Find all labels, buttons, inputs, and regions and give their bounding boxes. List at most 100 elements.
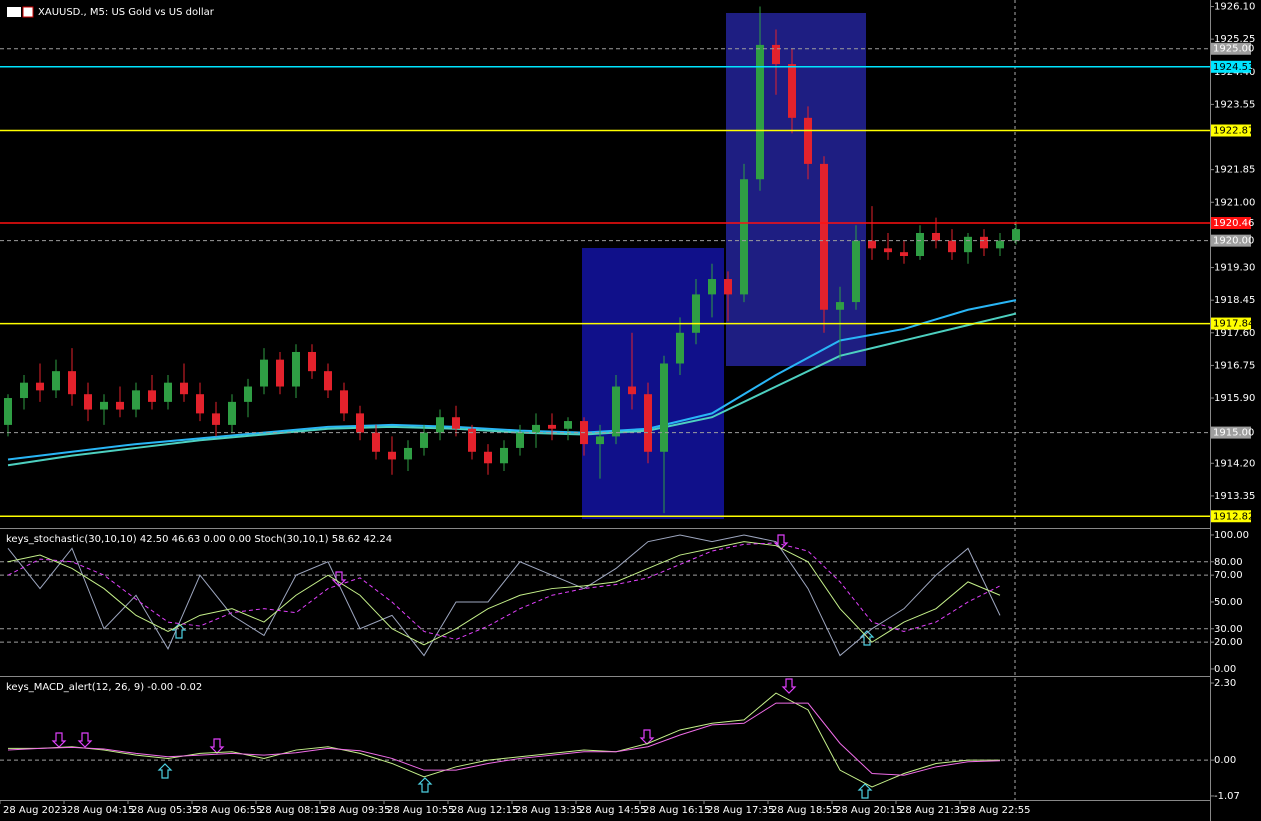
- y-tick-label: 0.00: [1214, 755, 1236, 766]
- y-tick-label: -1.07: [1214, 791, 1240, 802]
- candle-body: [484, 451, 492, 464]
- y-tick-label: 1921.00: [1214, 197, 1255, 208]
- candle-body: [692, 294, 700, 333]
- candle-body: [356, 413, 364, 433]
- candle-body: [100, 401, 108, 410]
- candle-body: [612, 386, 620, 437]
- candle-body: [516, 432, 524, 448]
- candle-body: [420, 432, 428, 448]
- buy-arrow: [157, 763, 173, 779]
- x-tick-label: 28 Aug 2023: [3, 805, 67, 816]
- candle-body: [788, 64, 796, 118]
- buy-arrow: [859, 630, 875, 646]
- candle-body: [452, 417, 460, 429]
- candle-body: [932, 232, 940, 241]
- price-level-box: [1211, 510, 1251, 523]
- candle-body: [596, 436, 604, 445]
- candle-body: [740, 179, 748, 295]
- y-tick-label: 1923.55: [1214, 99, 1255, 110]
- candle-body: [404, 447, 412, 460]
- price-level-label: 1912.82: [1213, 511, 1254, 522]
- x-tick-label: 28 Aug 05:35: [131, 805, 198, 816]
- y-tick-label: 1916.75: [1214, 360, 1255, 371]
- y-tick-label: 1913.35: [1214, 491, 1255, 502]
- price-level-box: [1211, 42, 1251, 55]
- x-tick-label: 28 Aug 17:35: [707, 805, 774, 816]
- y-tick-label: 1925.25: [1214, 34, 1255, 45]
- candle-body: [628, 386, 636, 395]
- y-tick-label: 80.00: [1214, 557, 1243, 568]
- candle-body: [468, 428, 476, 452]
- price-level-tag: 1920.46: [1211, 217, 1254, 230]
- x-tick-label: 28 Aug 21:35: [899, 805, 966, 816]
- candle-body: [308, 351, 316, 372]
- candle-body: [500, 447, 508, 464]
- price-level-label: 1917.84: [1213, 319, 1254, 330]
- y-tick-label: 100.00: [1214, 530, 1249, 541]
- candle-body: [996, 240, 1004, 249]
- price-level-label: 1920.00: [1213, 236, 1254, 247]
- candle-body: [1012, 229, 1020, 241]
- x-tick-label: 28 Aug 04:15: [67, 805, 134, 816]
- candle-body: [964, 236, 972, 253]
- candle-body: [900, 252, 908, 257]
- candle-body: [68, 371, 76, 395]
- candle-body: [660, 363, 668, 452]
- candle-body: [948, 240, 956, 253]
- sell-arrow: [209, 738, 225, 754]
- candle-body: [324, 371, 332, 391]
- candle-body: [724, 279, 732, 295]
- candle-body: [868, 240, 876, 249]
- candle-body: [196, 394, 204, 414]
- price-level-label: 1925.00: [1213, 44, 1254, 55]
- candle-body: [708, 279, 716, 295]
- y-tick-label: 70.00: [1214, 570, 1243, 581]
- indicator-line: [7, 534, 1001, 657]
- price-level-box: [1211, 217, 1251, 230]
- sell-arrow: [51, 732, 67, 748]
- candle-body: [212, 413, 220, 425]
- y-tick-label: 20.00: [1214, 637, 1243, 648]
- candle-body: [116, 401, 124, 410]
- x-tick-label: 28 Aug 22:55: [963, 805, 1030, 816]
- candle-body: [836, 302, 844, 310]
- indicator-line: [8, 692, 1000, 788]
- candle-body: [436, 417, 444, 433]
- price-level-tag: 1912.82: [1211, 510, 1254, 522]
- y-tick-label: 1917.60: [1214, 328, 1255, 339]
- sell-arrow: [639, 729, 655, 745]
- price-level-label: 1915.00: [1213, 428, 1254, 439]
- candle-body: [52, 371, 60, 391]
- candle-body: [20, 382, 28, 399]
- candle-body: [852, 240, 860, 303]
- candle-body: [180, 382, 188, 395]
- chart-title: XAUUSD., M5: US Gold vs US dollar: [38, 7, 215, 18]
- range-box: [582, 248, 724, 519]
- chart-icon: [7, 7, 21, 17]
- indicator-title: keys_stochastic(30,10,10) 42.50 46.63 0.…: [6, 534, 392, 545]
- price-level-box: [1211, 234, 1251, 247]
- price-level-box: [1211, 426, 1251, 439]
- y-tick-label: 50.00: [1214, 597, 1243, 608]
- candle-body: [132, 390, 140, 410]
- price-level-box: [1211, 124, 1251, 137]
- price-level-tag: 1924.53: [1211, 60, 1254, 73]
- buy-arrow: [857, 783, 873, 799]
- sell-arrow: [77, 732, 93, 748]
- candle-body: [756, 44, 764, 180]
- candle-body: [772, 44, 780, 65]
- y-tick-label: 2.30: [1214, 678, 1236, 689]
- x-tick-label: 28 Aug 10:55: [387, 805, 454, 816]
- sell-arrow: [781, 678, 797, 694]
- x-tick-label: 28 Aug 14:55: [579, 805, 646, 816]
- candle-body: [676, 332, 684, 364]
- price-level-tag: 1922.87: [1211, 124, 1254, 137]
- indicator-line: [7, 541, 1001, 646]
- candle-body: [164, 382, 172, 402]
- x-tick-label: 28 Aug 13:35: [515, 805, 582, 816]
- candle-body: [804, 117, 812, 164]
- candle-body: [292, 351, 300, 387]
- buy-arrow: [171, 623, 187, 639]
- buy-arrow: [417, 777, 433, 793]
